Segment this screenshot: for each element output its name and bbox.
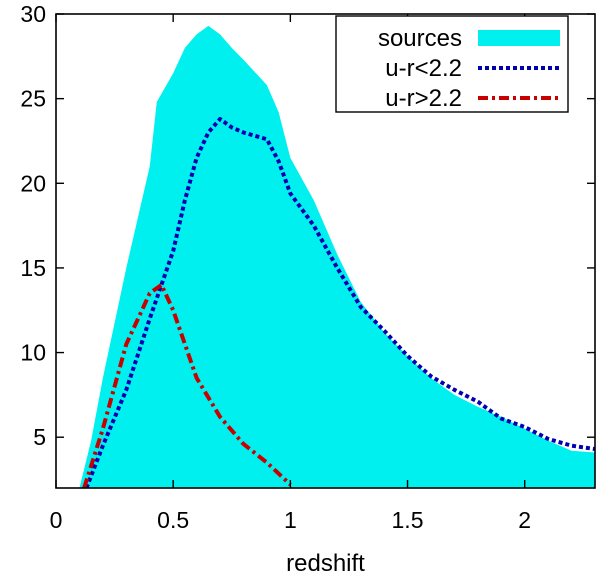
- y-tick-label: 10: [20, 340, 46, 366]
- x-tick-label: 1.5: [392, 507, 424, 533]
- y-tick-label: 5: [33, 424, 46, 450]
- axis-ticks: 0 0.5 1 1.5 2 30 25 20 15 10 5: [20, 1, 595, 533]
- series-sources-area: [79, 25, 595, 488]
- legend: sources u-r<2.2 u-r>2.2: [335, 15, 569, 113]
- legend-label: u-r>2.2: [385, 85, 462, 112]
- y-tick-label: 30: [20, 1, 46, 27]
- x-tick-label: 2: [518, 507, 531, 533]
- y-tick-label: 25: [20, 86, 46, 112]
- x-tick-label: 0: [50, 507, 63, 533]
- legend-label: sources: [378, 25, 462, 52]
- y-tick-label: 20: [20, 170, 46, 196]
- y-tick-label: 15: [20, 255, 46, 281]
- line-ur-lt-2.2: [84, 116, 596, 489]
- plot-frame: [55, 13, 596, 489]
- legend-label: u-r<2.2: [385, 55, 462, 82]
- x-axis-label: redshift: [286, 550, 365, 576]
- x-tick-label: 1: [284, 507, 297, 533]
- x-tick-label: 0.5: [157, 507, 189, 533]
- legend-swatch-sources: [478, 30, 560, 46]
- line-ur-gt-2.2: [82, 282, 292, 489]
- series-lines: [82, 116, 596, 489]
- area-sources: [79, 25, 595, 488]
